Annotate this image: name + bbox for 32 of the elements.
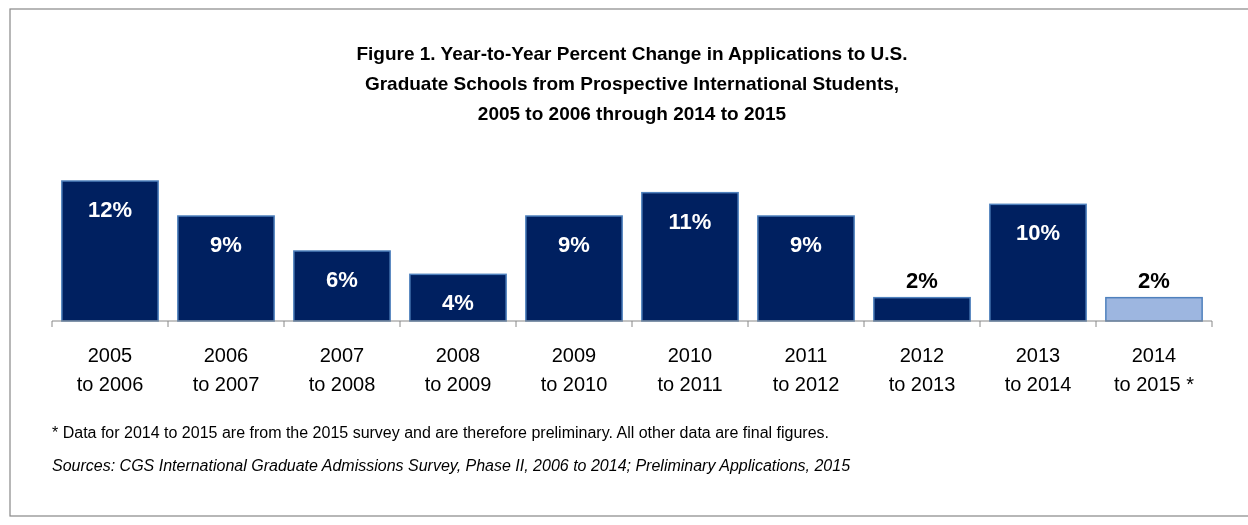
x-tick-label: 2014 to 2015 * [1113,344,1195,395]
bar [873,296,971,322]
x-tick-label: 2012 to 2013 [888,344,956,395]
x-tick-label: 2005 to 2006 [76,344,144,395]
data-label: 9% [790,232,822,257]
x-tick-label: 2011 to 2012 [772,344,840,395]
data-label: 11% [668,208,712,234]
data-label: 4% [442,290,474,316]
bar [61,180,159,322]
x-tick-label: 2009 to 2010 [540,344,608,395]
bar [641,191,739,322]
x-tick-label: 2007 to 2008 [308,344,376,395]
bar [757,215,855,322]
bar [293,250,391,322]
source-note: Sources: CGS International Graduate Admissions Survey, Phase II, 2006 to 2014; Preliminary Applications, 2015 [52,457,851,474]
data-label: 2% [1138,267,1170,293]
bar [1105,296,1203,322]
chart-title: Figure 1. Year-to-Year Percent Change in Applications to U.S. Graduate Schools from Prospective International Students, 2005 to 2006 through 2014 to 2015 [356,43,908,124]
data-label: 9% [210,232,242,257]
x-tick-label: 2008 to 2009 [424,344,492,395]
x-tick-label: 2010 to 2011 [657,344,723,395]
bar [525,215,623,322]
x-tick-label: 2006 to 2007 [192,344,260,395]
data-label: 10% [1015,220,1061,246]
bar [177,215,275,322]
data-label: 12% [87,197,133,222]
data-label: 2% [906,267,938,293]
bar [989,203,1087,322]
data-label: 6% [326,267,358,292]
data-label: 9% [558,232,590,257]
text: * Data for 2014 to 2015 are from the 2015 survey and are therefore preliminary. All other data are final figures. [52,424,830,441]
x-tick-label: 2013 to 2014 [1004,344,1072,395]
